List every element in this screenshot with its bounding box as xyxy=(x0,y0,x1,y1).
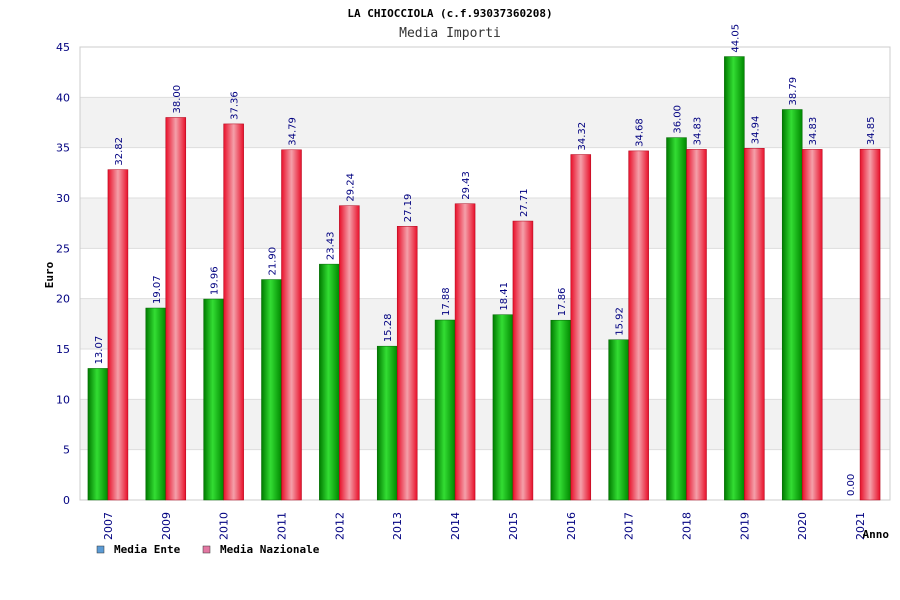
data-label: 13.07 xyxy=(94,336,105,365)
x-tick-label: 2007 xyxy=(102,512,115,540)
data-label: 27.71 xyxy=(519,188,530,217)
y-tick-label: 35 xyxy=(56,142,70,155)
grid-band xyxy=(80,198,890,249)
x-tick-label: 2021 xyxy=(854,512,867,540)
bar xyxy=(319,263,340,501)
bar xyxy=(512,220,534,501)
chart-title: LA CHIOCCIOLA (c.f.93037360208) xyxy=(347,7,552,20)
y-axis-ticks: 0 5 10 15 20 25 30 35 40 45 xyxy=(56,41,70,507)
data-label: 17.86 xyxy=(557,288,568,317)
bar xyxy=(261,279,282,501)
y-tick-label: 5 xyxy=(63,444,70,457)
data-label: 34.68 xyxy=(635,118,646,147)
x-axis-ticks: 2007 2009 2010 2011 2012 2013 2014 2015 2016 2017… xyxy=(102,512,867,540)
x-tick-label: 2016 xyxy=(565,512,578,540)
bar xyxy=(801,149,823,501)
x-tick-label: 2020 xyxy=(796,512,809,540)
y-tick-label: 40 xyxy=(56,91,70,104)
bar xyxy=(339,205,360,501)
y-tick-label: 25 xyxy=(56,242,70,255)
grid-band xyxy=(80,97,890,148)
data-label: 34.32 xyxy=(577,122,588,151)
data-label: 23.43 xyxy=(325,231,336,260)
x-tick-label: 2017 xyxy=(623,512,636,540)
y-tick-label: 0 xyxy=(63,494,70,507)
data-label: 37.36 xyxy=(230,91,241,120)
bar xyxy=(87,368,109,501)
x-tick-label: 2012 xyxy=(333,512,346,540)
data-label: 34.83 xyxy=(808,117,819,146)
bar xyxy=(492,314,514,501)
bar xyxy=(376,345,398,501)
legend-label-media-nazionale: Media Nazionale xyxy=(220,543,320,556)
data-labels: 13.07 32.82 19.07 38.00 19.96 37.36 21.90 34.79… xyxy=(94,24,877,496)
data-label: 34.83 xyxy=(693,117,704,146)
bar xyxy=(570,154,592,501)
grid-band xyxy=(80,399,890,450)
bar xyxy=(396,226,418,501)
bar xyxy=(608,339,629,501)
data-label: 18.41 xyxy=(499,282,510,311)
data-label: 29.43 xyxy=(461,171,472,200)
data-label: 34.85 xyxy=(866,117,877,146)
bar xyxy=(145,307,167,501)
bar xyxy=(223,123,244,501)
bar xyxy=(666,137,687,501)
y-tick-label: 10 xyxy=(56,393,70,406)
x-tick-label: 2014 xyxy=(449,512,462,540)
plot-frame xyxy=(79,46,891,501)
data-label: 27.19 xyxy=(403,194,414,223)
x-tick-label: 2009 xyxy=(160,512,173,540)
bars xyxy=(87,56,881,501)
y-tick-label: 45 xyxy=(56,41,70,54)
legend-swatch-media-nazionale xyxy=(202,545,211,554)
data-label: 19.07 xyxy=(152,275,163,304)
bar xyxy=(781,109,803,501)
y-axis-label: Euro xyxy=(43,261,56,288)
data-label: 21.90 xyxy=(268,247,279,276)
bar xyxy=(165,117,187,501)
bar xyxy=(434,319,456,501)
legend: Media Ente Media Nazionale xyxy=(96,543,320,556)
grid-band xyxy=(80,298,890,349)
data-label: 34.79 xyxy=(288,117,299,146)
x-tick-label: 2013 xyxy=(391,512,404,540)
x-tick-label: 2019 xyxy=(738,512,751,540)
x-tick-label: 2018 xyxy=(681,512,694,540)
chart-subtitle: Media Importi xyxy=(399,26,501,41)
y-tick-label: 30 xyxy=(56,192,70,205)
data-label: 32.82 xyxy=(114,137,125,166)
x-axis-label: Anno xyxy=(863,528,890,541)
bar xyxy=(281,149,302,501)
bar xyxy=(203,298,224,501)
data-label: 19.96 xyxy=(210,266,221,295)
x-tick-label: 2011 xyxy=(276,512,289,540)
bar xyxy=(107,169,129,501)
bar xyxy=(859,148,881,501)
bar xyxy=(744,148,765,501)
legend-label-media-ente: Media Ente xyxy=(114,543,181,556)
data-label: 38.79 xyxy=(788,77,799,106)
bar xyxy=(686,149,707,501)
data-label: 36.00 xyxy=(673,105,684,134)
bar xyxy=(454,203,476,501)
y-tick-label: 20 xyxy=(56,293,70,306)
data-label: 15.28 xyxy=(383,314,394,343)
data-label: 44.05 xyxy=(730,24,741,53)
x-tick-label: 2015 xyxy=(507,512,520,540)
data-label: 29.24 xyxy=(345,173,356,202)
data-label: 0.00 xyxy=(846,474,857,496)
data-label: 34.94 xyxy=(750,116,761,145)
data-label: 38.00 xyxy=(172,85,183,114)
y-tick-label: 15 xyxy=(56,343,70,356)
grid-bands xyxy=(80,97,890,450)
data-label: 17.88 xyxy=(441,287,452,316)
x-tick-label: 2010 xyxy=(218,512,231,540)
bar xyxy=(628,150,649,501)
legend-swatch-media-ente xyxy=(96,545,105,554)
bar xyxy=(724,56,745,501)
bar xyxy=(550,319,572,501)
data-label: 15.92 xyxy=(615,307,626,336)
